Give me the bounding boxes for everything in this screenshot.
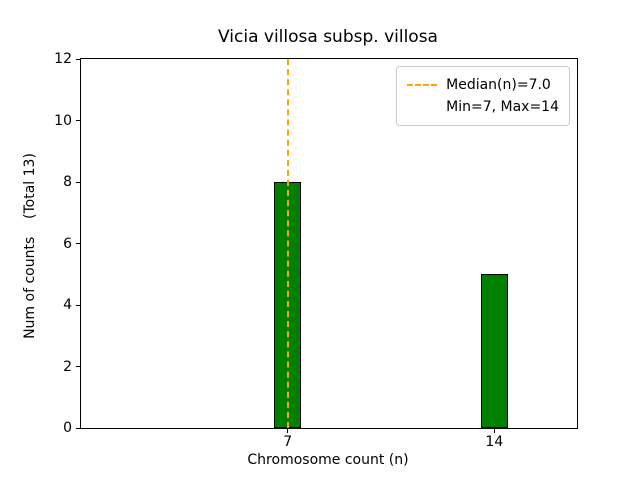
y-tick-label-10: 10: [54, 112, 72, 129]
y-tick-4: [76, 304, 80, 306]
y-tick-label-2: 2: [63, 358, 72, 375]
x-tick-7: [287, 429, 289, 433]
y-tick-10: [76, 120, 80, 121]
y-tick-2: [76, 366, 80, 367]
y-axis-label: Num of counts (Total 13): [22, 153, 38, 339]
plot-area: Median(n)=7.0 Min=7, Max=14 0 2 4 6 8 10 12 7 14: [54, 51, 578, 450]
legend: Median(n)=7.0 Min=7, Max=14: [396, 66, 570, 126]
x-tick-14: [493, 429, 495, 433]
y-tick-label-8: 8: [63, 174, 72, 190]
y-tick-label-6: 6: [63, 235, 72, 252]
bar-x14: [481, 274, 508, 428]
x-axis-label: Chromosome count (n): [247, 452, 409, 468]
x-tick-label-14: 14: [485, 434, 504, 450]
legend-item-minmax: Min=7, Max=14: [407, 96, 559, 118]
y-tick-8: [76, 181, 80, 183]
legend-label-median: Median(n)=7.0: [446, 77, 551, 93]
y-tick-label-12: 12: [54, 51, 72, 67]
median-line: [286, 59, 289, 428]
y-tick-0: [76, 427, 80, 429]
x-tick-label-7: 7: [283, 434, 293, 450]
legend-item-median: Median(n)=7.0: [407, 74, 559, 96]
y-tick-12: [76, 58, 80, 60]
y-tick-6: [76, 243, 80, 244]
y-tick-label-4: 4: [63, 297, 72, 313]
y-tick-label-0: 0: [63, 420, 72, 436]
chart-title: Vicia villosa subsp. villosa: [218, 27, 438, 47]
median-dashed-line-sample: [407, 84, 438, 86]
legend-label-minmax: Min=7, Max=14: [446, 99, 559, 115]
